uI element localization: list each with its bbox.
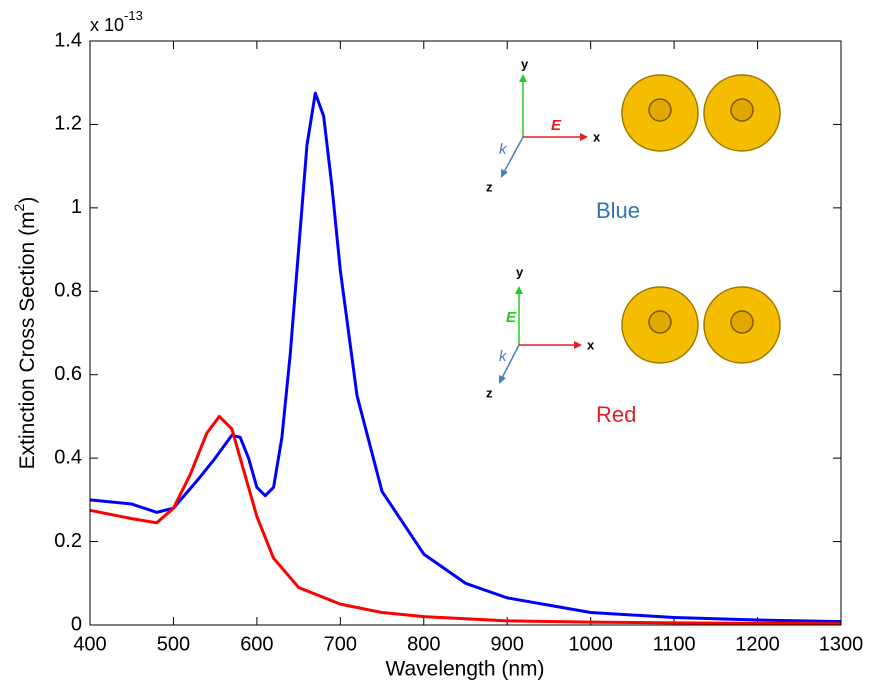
axis-name: z [486,179,493,194]
y-tick-label: 0 [71,613,82,635]
k-label: k [499,348,508,365]
y-tick-label: 0.8 [54,280,82,302]
multiplier-exponent: -13 [124,8,143,23]
line-series [89,91,842,624]
x-tick-label: 400 [73,633,106,655]
inset-blue: y x z E k Blue [486,56,781,223]
x-tick-label: 900 [491,633,524,655]
axis-name: z [486,385,493,400]
y-axis-label-end: ) [16,197,39,204]
inset-label: Blue [596,198,640,223]
x-tick-label: 1000 [568,633,613,655]
x-axis-label: Wavelength (nm) [385,658,544,681]
y-axis-label-sup: 2 [11,203,27,211]
y-tick-label: 0.6 [54,363,82,385]
y-axis-label-text: Extinction Cross Section (m [16,211,39,469]
x-tick-label: 1100 [653,633,696,655]
x-tick-label: 1300 [819,633,864,655]
x-tick-label: 500 [157,633,190,655]
particle-core [648,98,672,122]
x-tick-label: 700 [324,633,357,655]
x-tick-label: 1200 [735,633,780,655]
axis-name: y [516,264,524,279]
inset-red: y x z E k Red [486,264,781,427]
multiplier-base: x 10 [90,15,124,35]
y-multiplier: x 10-13 [90,8,143,34]
particle-core [730,310,754,334]
y-axis-label: Extinction Cross Section (m2) [11,197,39,470]
y-tick-label: 1.4 [54,29,82,51]
axis-arrow [502,136,524,175]
arrowhead [499,375,506,384]
x-tick-label: 600 [240,633,273,655]
particle-core [648,310,672,334]
inset-label: Red [596,402,636,427]
k-label: k [499,141,508,158]
axis-arrow [500,344,520,381]
y-tick-label: 1 [71,196,82,218]
y-tick-label: 0.2 [54,530,82,552]
particle-core [730,98,754,122]
axis-name: x [593,129,601,144]
axis-name: x [587,337,595,352]
arrowhead [515,286,523,294]
x-tick-label: 800 [407,633,440,655]
y-tick-label: 1.2 [54,113,82,135]
axis-name: y [521,56,529,71]
field-label: E [506,309,517,326]
arrowhead [580,133,588,141]
arrowhead [501,169,508,178]
plot-frame [89,40,842,626]
line-series [89,414,842,626]
arrowhead [519,74,527,82]
y-tick-label: 0.4 [54,446,82,468]
arrowhead [574,341,582,349]
field-label: E [551,117,562,134]
